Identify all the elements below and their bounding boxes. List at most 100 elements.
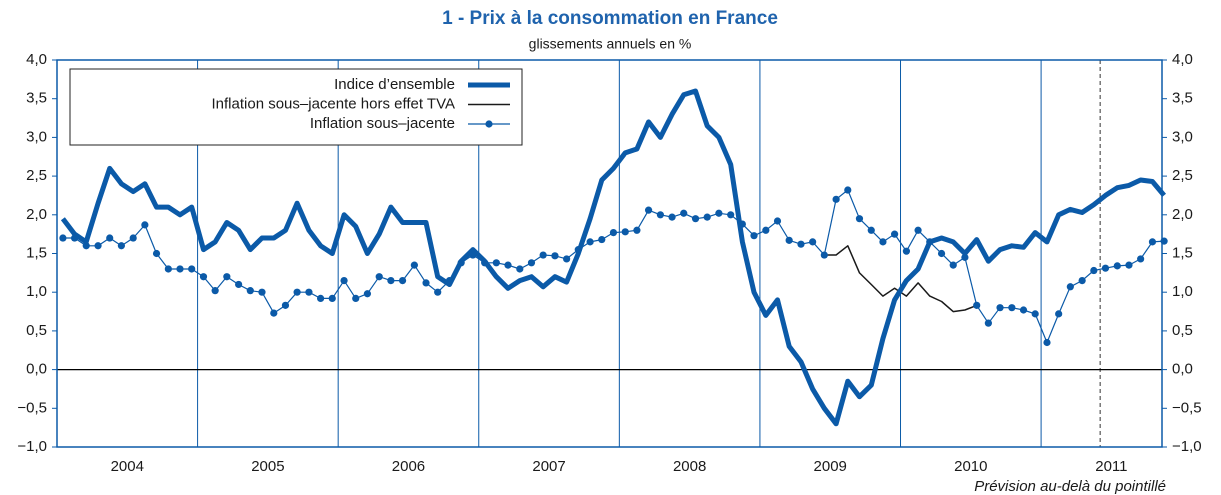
data-point bbox=[1019, 306, 1028, 314]
data-point bbox=[375, 273, 383, 281]
y2-tick-label: 3,5 bbox=[1172, 90, 1193, 107]
data-point bbox=[246, 287, 254, 295]
data-point bbox=[961, 253, 969, 261]
data-point bbox=[644, 206, 653, 214]
data-point bbox=[281, 301, 290, 309]
y2-tick-label: 2,0 bbox=[1172, 206, 1193, 223]
data-point bbox=[94, 242, 102, 250]
data-point bbox=[1137, 255, 1145, 263]
data-point bbox=[176, 265, 184, 273]
y2-tick-label: 3,0 bbox=[1172, 128, 1193, 145]
data-point bbox=[305, 288, 313, 296]
data-point bbox=[434, 288, 442, 296]
y-tick-label: 3,0 bbox=[26, 128, 47, 145]
y-tick-label: 0,5 bbox=[26, 322, 47, 339]
data-point bbox=[1043, 338, 1051, 347]
data-point bbox=[949, 261, 957, 269]
series-line bbox=[60, 88, 1167, 427]
data-point bbox=[762, 226, 770, 234]
data-point bbox=[235, 280, 243, 289]
data-point bbox=[1148, 238, 1157, 246]
data-point bbox=[82, 242, 90, 250]
data-point bbox=[633, 226, 641, 234]
data-point bbox=[164, 265, 172, 273]
data-point bbox=[1113, 262, 1121, 270]
data-point bbox=[352, 294, 360, 302]
data-point bbox=[551, 252, 559, 260]
x-tick-label: 2008 bbox=[673, 458, 706, 475]
series-line bbox=[62, 189, 1165, 344]
data-point bbox=[1090, 266, 1098, 275]
data-point bbox=[785, 236, 793, 244]
data-point bbox=[188, 265, 196, 273]
data-point bbox=[680, 209, 688, 217]
data-point bbox=[293, 288, 301, 296]
x-tick-label: 2011 bbox=[1095, 458, 1127, 475]
data-point bbox=[809, 238, 817, 246]
data-point bbox=[586, 238, 594, 246]
data-point bbox=[527, 259, 536, 267]
data-point bbox=[129, 234, 137, 242]
data-point bbox=[867, 226, 875, 234]
data-point bbox=[668, 213, 676, 221]
y-tick-label: 1,0 bbox=[26, 283, 47, 300]
data-point bbox=[59, 234, 67, 242]
data-point bbox=[492, 259, 500, 267]
data-point bbox=[914, 226, 922, 234]
data-point bbox=[1160, 237, 1168, 245]
forecast-note: Prévision au-delà du pointillé bbox=[974, 478, 1166, 495]
y-tick-label: −1,0 bbox=[17, 438, 47, 455]
legend-marker bbox=[485, 120, 493, 128]
data-point bbox=[855, 215, 864, 223]
data-point bbox=[270, 309, 278, 317]
legend-label: Inflation sous–jacente bbox=[310, 115, 455, 132]
y2-tick-label: 0,5 bbox=[1172, 322, 1193, 339]
y-tick-label: 2,0 bbox=[26, 206, 47, 223]
data-point bbox=[152, 249, 161, 258]
data-point bbox=[598, 235, 606, 244]
y-tick-label: 0,0 bbox=[26, 361, 47, 378]
data-point bbox=[1031, 310, 1039, 318]
legend-box bbox=[69, 68, 523, 146]
y2-tick-label: 1,5 bbox=[1172, 244, 1193, 261]
data-point bbox=[1008, 304, 1016, 312]
data-point bbox=[797, 240, 805, 248]
data-point bbox=[879, 238, 887, 246]
data-point bbox=[1066, 283, 1074, 291]
data-point bbox=[703, 213, 711, 221]
data-point bbox=[328, 294, 336, 302]
y-tick-label: −0,5 bbox=[17, 399, 47, 416]
data-point bbox=[398, 276, 407, 285]
data-point bbox=[316, 294, 325, 302]
chart-subtitle: glissements annuels en % bbox=[529, 36, 692, 52]
data-point bbox=[410, 261, 418, 269]
data-point bbox=[773, 217, 782, 225]
data-point bbox=[363, 290, 372, 298]
data-point bbox=[820, 251, 828, 259]
data-point bbox=[504, 261, 512, 269]
x-tick-label: 2006 bbox=[392, 458, 425, 475]
data-point bbox=[691, 215, 700, 223]
y2-tick-label: −1,0 bbox=[1172, 438, 1202, 455]
data-point bbox=[996, 304, 1004, 312]
chart-title: 1 - Prix à la consommation en France bbox=[442, 8, 778, 29]
plot-frame bbox=[56, 59, 1163, 448]
data-point bbox=[715, 209, 723, 217]
data-point bbox=[563, 255, 571, 263]
data-point bbox=[973, 301, 981, 309]
data-point bbox=[727, 211, 735, 219]
data-point bbox=[199, 273, 208, 281]
data-point bbox=[656, 211, 664, 219]
data-point bbox=[106, 234, 114, 242]
y-tick-label: 3,5 bbox=[26, 90, 47, 107]
y2-tick-label: 0,0 bbox=[1172, 361, 1193, 378]
data-point bbox=[621, 228, 629, 236]
data-point bbox=[1055, 310, 1063, 318]
x-tick-label: 2007 bbox=[532, 458, 565, 475]
y-tick-label: 2,5 bbox=[26, 167, 47, 184]
data-point bbox=[1101, 264, 1110, 272]
data-point bbox=[539, 251, 547, 259]
data-point bbox=[340, 276, 348, 285]
y2-tick-label: 4,0 bbox=[1172, 51, 1193, 68]
x-tick-label: 2010 bbox=[954, 458, 987, 475]
